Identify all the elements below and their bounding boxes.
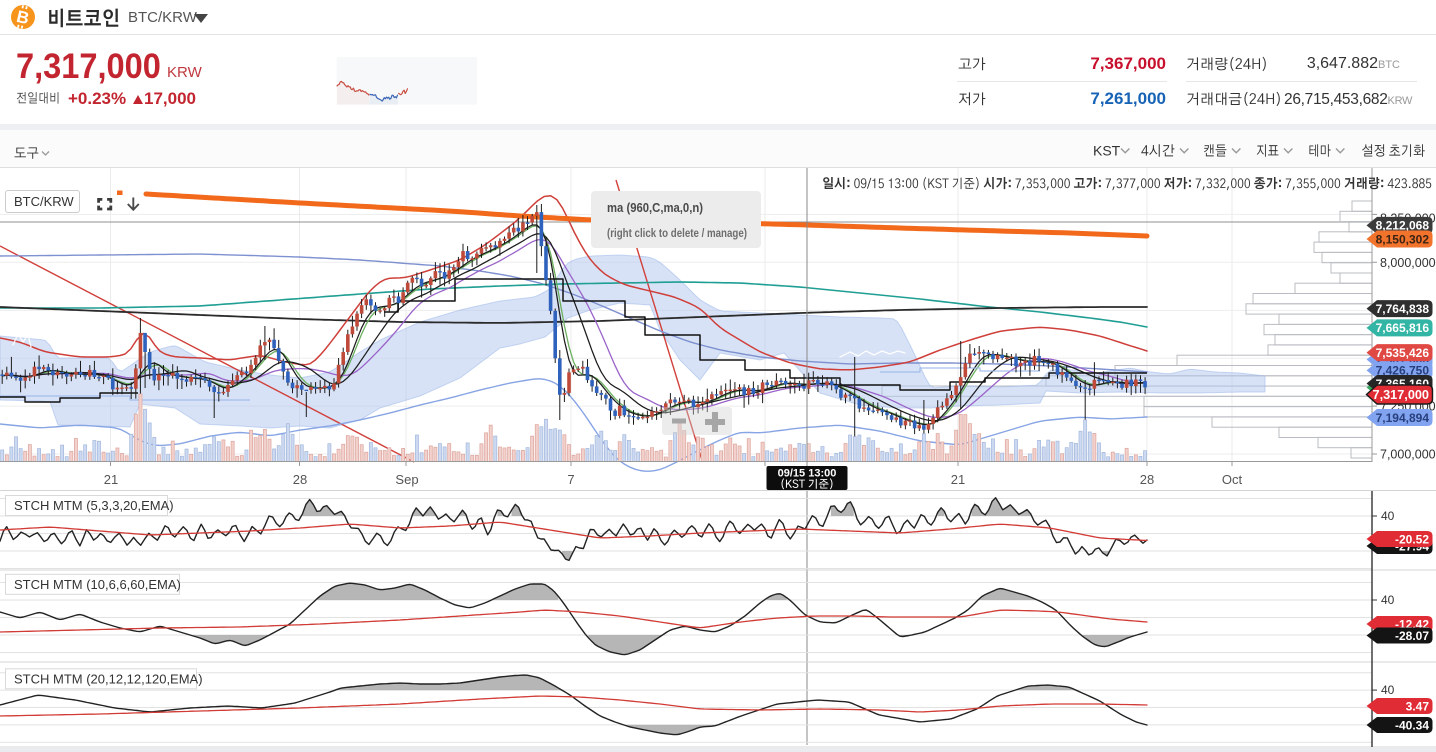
svg-text:Oct: Oct [1222, 472, 1243, 487]
svg-text:8,150,302: 8,150,302 [1376, 232, 1430, 246]
svg-text:-20.52: -20.52 [1395, 532, 1429, 546]
svg-text:-40.34: -40.34 [1395, 718, 1429, 732]
svg-text:21: 21 [951, 472, 965, 487]
svg-text:Sep: Sep [395, 472, 418, 487]
svg-text:3.47: 3.47 [1406, 699, 1430, 713]
svg-text:8,000,000: 8,000,000 [1380, 256, 1436, 270]
svg-text:STCH MTM (5,3,3,20,EMA): STCH MTM (5,3,3,20,EMA) [14, 498, 174, 513]
svg-text:KST: KST [1093, 143, 1121, 159]
svg-text:21: 21 [104, 472, 118, 487]
svg-text:-28.07: -28.07 [1395, 629, 1429, 643]
svg-text:7,535,426: 7,535,426 [1376, 346, 1430, 360]
svg-text:ma (960,C,ma,0,n): ma (960,C,ma,0,n) [607, 200, 703, 215]
svg-text:40: 40 [1381, 593, 1395, 607]
svg-text:7,000,000: 7,000,000 [1380, 448, 1436, 462]
svg-text:(right click to delete / manag: (right click to delete / manage) [607, 226, 747, 240]
svg-text:40: 40 [1381, 683, 1395, 697]
svg-text:8,212,068: 8,212,068 [1376, 219, 1430, 233]
svg-text:28: 28 [293, 472, 307, 487]
svg-text:7: 7 [567, 472, 574, 487]
svg-text:7,764,838: 7,764,838 [1376, 302, 1430, 316]
svg-text:28: 28 [1140, 472, 1154, 487]
svg-text:7,665,816: 7,665,816 [1376, 321, 1430, 335]
svg-text:40: 40 [1381, 509, 1395, 523]
svg-text:7,194,894: 7,194,894 [1376, 411, 1430, 425]
svg-text:09/15 13:00: 09/15 13:00 [778, 468, 837, 480]
svg-text:BTC/KRW: BTC/KRW [14, 194, 74, 209]
svg-text:7,317,000: 7,317,000 [1373, 388, 1429, 402]
svg-text:STCH MTM (20,12,12,120,EMA): STCH MTM (20,12,12,120,EMA) [14, 671, 203, 686]
svg-text:7,426,750: 7,426,750 [1376, 364, 1430, 378]
svg-text:B: B [15, 7, 31, 28]
svg-text:STCH MTM (10,6,6,60,EMA): STCH MTM (10,6,6,60,EMA) [14, 577, 181, 592]
